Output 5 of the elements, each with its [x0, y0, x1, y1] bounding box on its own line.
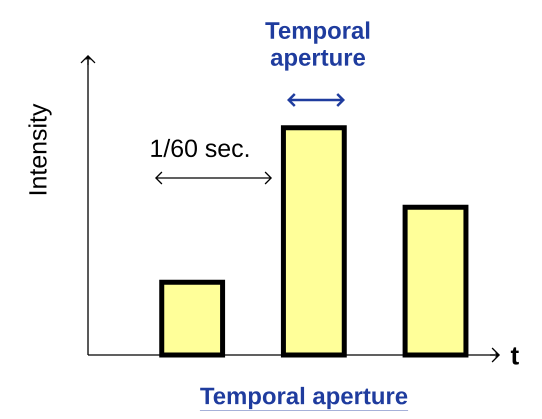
- x-axis-title: t: [510, 347, 519, 365]
- text: Temporal aperture: [200, 386, 408, 410]
- annotation: 1/60 sec.: [151, 138, 248, 158]
- text: Temporal aperture: [265, 21, 370, 71]
- y-axis-title: Intensity: [28, 104, 52, 194]
